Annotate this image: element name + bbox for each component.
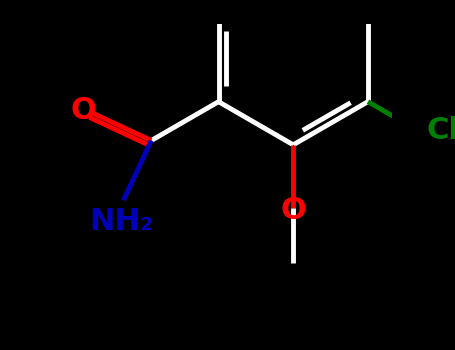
- Text: Cl: Cl: [427, 116, 455, 145]
- Text: O: O: [71, 96, 97, 125]
- Text: NH₂: NH₂: [89, 207, 153, 236]
- Text: O: O: [280, 196, 306, 225]
